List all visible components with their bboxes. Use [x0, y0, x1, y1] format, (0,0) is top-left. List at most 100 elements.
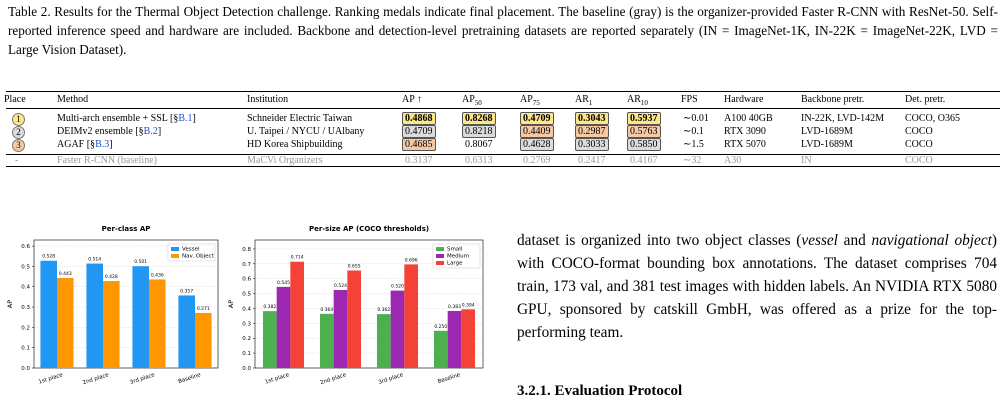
- paragraph-text: dataset is organized into two object cla…: [517, 232, 802, 249]
- value-label: 0.443: [59, 271, 72, 277]
- chart-title: Per-size AP (COCO thresholds): [309, 225, 429, 233]
- metric-cell: 0.4167: [627, 155, 661, 167]
- x-tick-label: 1st place: [264, 372, 290, 386]
- hardware: A30: [724, 155, 742, 166]
- metric-value: 0.4628: [520, 138, 554, 151]
- place-cell: 3: [12, 139, 25, 152]
- y-tick-label: 0.7: [242, 262, 251, 268]
- reference-link[interactable]: B.2: [143, 126, 158, 137]
- reference-link[interactable]: B.3: [95, 139, 110, 150]
- header-cell: Backbone pretr.: [801, 94, 864, 106]
- metric-cell: 0.4709: [402, 125, 436, 138]
- medal: 2: [12, 126, 25, 139]
- header-text: AP: [520, 94, 533, 105]
- header-text: Method: [57, 94, 89, 105]
- metric-value: 0.4167: [630, 155, 658, 166]
- bar: [149, 279, 166, 368]
- det: COCO, O365: [905, 113, 961, 124]
- header-text: Det. pretr.: [905, 94, 946, 105]
- header-text: Backbone pretr.: [801, 94, 865, 105]
- legend-swatch: [436, 261, 444, 265]
- table-rule: [6, 166, 1000, 167]
- value-label: 0.271: [197, 306, 210, 312]
- metric-cell: 0.5937: [627, 112, 661, 125]
- bar: [132, 266, 149, 368]
- metric-value: 0.3033: [575, 138, 609, 151]
- fps: ∼32: [683, 155, 702, 166]
- metric-value: 0.2417: [578, 155, 606, 166]
- header-text: FPS: [681, 94, 698, 105]
- legend-label: Nav. Object: [182, 254, 215, 260]
- value-label: 0.655: [348, 264, 361, 270]
- metric-value: 0.6313: [465, 155, 493, 166]
- hardware: RTX 5070: [724, 139, 766, 150]
- value-label: 0.382: [263, 304, 276, 310]
- metric-value: 0.4409: [520, 125, 554, 138]
- metric-cell: 0.3137: [402, 155, 436, 167]
- metric-value: 0.4709: [520, 112, 554, 125]
- backbone: LVD-1689M: [801, 139, 853, 150]
- plot-frame: [33, 239, 219, 369]
- y-tick-label: 0.3: [21, 305, 30, 311]
- value-label: 0.383: [448, 304, 461, 310]
- institution: MaCVi Organizers: [247, 155, 323, 166]
- bar: [376, 314, 391, 368]
- place: -: [15, 155, 19, 166]
- legend-label: Small: [447, 247, 463, 253]
- method-cell: Multi-arch ensemble + SSL [§B.1]: [57, 113, 196, 125]
- metric-cell: 0.3033: [575, 138, 609, 151]
- value-label: 0.514: [88, 257, 101, 263]
- bar: [404, 264, 419, 368]
- header-subscript: 50: [474, 99, 482, 107]
- table-rule: [6, 154, 1000, 155]
- method-cell: AGAF [§B.3]: [57, 139, 113, 151]
- bar: [433, 330, 448, 368]
- hardware: RTX 3090: [724, 126, 766, 137]
- body-paragraph: dataset is organized into two object cla…: [517, 229, 997, 344]
- legend-swatch: [171, 254, 179, 258]
- backbone: IN: [801, 155, 812, 166]
- y-tick-label: 0.6: [21, 244, 30, 250]
- value-label: 0.357: [180, 288, 193, 294]
- header-text: AP: [462, 94, 475, 105]
- legend-box: [167, 243, 216, 262]
- y-axis-label: AP: [6, 300, 14, 308]
- metric-value: 0.2987: [575, 125, 609, 138]
- metric-cell: 0.4868: [402, 112, 436, 125]
- chart: Per-size AP (COCO thresholds) AP 0.0 0.1 0.2…: [227, 225, 484, 386]
- y-tick-label: 0.2: [242, 336, 251, 342]
- legend-label: Large: [447, 261, 463, 267]
- legend-label: Medium: [447, 254, 469, 260]
- bar: [195, 312, 212, 368]
- legend-swatch: [436, 247, 444, 251]
- medal: 3: [12, 139, 25, 152]
- metric-cell: 0.6313: [462, 155, 496, 167]
- x-tick-label: 1st place: [38, 372, 64, 386]
- bar: [319, 313, 334, 368]
- table-rule: [6, 91, 1000, 92]
- legend-swatch: [436, 254, 444, 258]
- reference-link[interactable]: B.1: [178, 113, 193, 124]
- paragraph-text: vessel: [801, 232, 838, 249]
- place-cell: 2: [12, 126, 25, 139]
- method-text: AGAF [§: [57, 139, 96, 150]
- y-tick-label: 0.2: [21, 325, 30, 331]
- bar: [447, 310, 462, 368]
- y-tick-label: 0.8: [242, 247, 251, 253]
- legend-swatch: [171, 247, 179, 251]
- value-label: 0.436: [151, 272, 164, 278]
- paragraph-text: and: [837, 232, 872, 249]
- y-tick-label: 0.1: [21, 346, 30, 352]
- y-tick-label: 0.1: [242, 351, 251, 357]
- y-tick-label: 0.4: [21, 285, 30, 291]
- metric-cell: 0.5850: [627, 138, 661, 151]
- value-label: 0.545: [277, 280, 290, 286]
- header-cell: Method: [57, 94, 88, 106]
- metric-cell: 0.4628: [520, 138, 554, 151]
- chart-title: Per-class AP: [102, 225, 151, 233]
- metric-value: 0.4868: [402, 112, 436, 125]
- backbone: LVD-1689M: [801, 126, 853, 137]
- results-table: Place Method Institution AP ↑ AP50 AP75 AR1 AR1…: [0, 91, 1006, 167]
- metric-value: 0.3043: [575, 112, 609, 125]
